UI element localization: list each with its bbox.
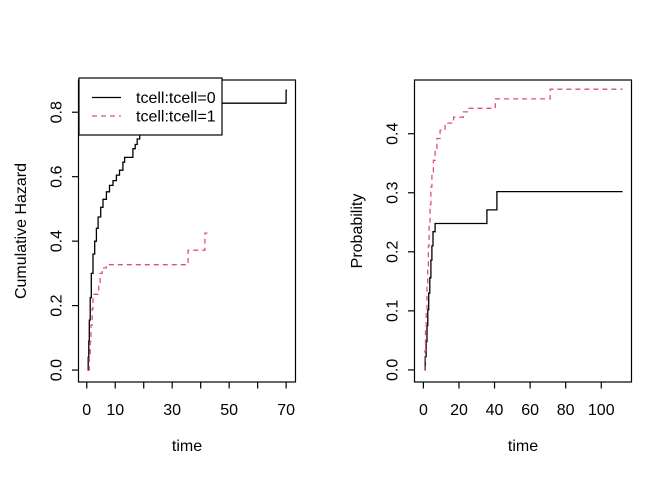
y-tick-label: 0.4	[49, 230, 66, 252]
series-curve-1	[424, 88, 623, 371]
cumulative-hazard-plot: 0 10 30 50 70 0.0 0.2 0.4 0.6 0.8 time Cumulative H…	[13, 77, 297, 455]
x-tick-label: 10	[106, 402, 124, 419]
series-curve-1	[88, 232, 208, 371]
y-tick-label: 0.4	[385, 123, 402, 145]
y-axis-title: Probability	[349, 194, 366, 269]
plot-box	[413, 79, 633, 383]
y-tick-label: 0.8	[49, 101, 66, 123]
legend-label-1: tcell:tcell=1	[136, 109, 216, 126]
x-tick-label: 40	[486, 402, 504, 419]
y-tick-label: 0.3	[385, 182, 402, 204]
legend-box	[78, 77, 223, 136]
x-tick-label: 20	[450, 402, 468, 419]
x-axis-title: time	[508, 438, 538, 455]
x-tick-label: 0	[82, 402, 91, 419]
x-tick-label: 60	[521, 402, 539, 419]
legend-label-0: tcell:tcell=0	[136, 90, 216, 107]
y-tick-label: 0.6	[49, 165, 66, 187]
x-axis-title: time	[172, 438, 202, 455]
y-tick-label: 0.0	[49, 359, 66, 381]
y-tick-label: 0.2	[385, 241, 402, 263]
y-axis-title: Cumulative Hazard	[13, 163, 30, 299]
y-tick-label: 0.1	[385, 300, 402, 322]
x-tick-label: 80	[557, 402, 575, 419]
x-tick-label: 30	[163, 402, 181, 419]
x-tick-label: 70	[277, 402, 295, 419]
y-tick-label: 0.2	[49, 294, 66, 316]
x-tick-label: 50	[220, 402, 238, 419]
series-curve-0	[424, 190, 623, 371]
x-tick-label: 0	[419, 402, 428, 419]
probability-plot: 0 20 40 60 80 100 0.0 0.1 0.2 0.3 0.4 time Probabili…	[349, 79, 633, 455]
y-tick-label: 0.0	[385, 359, 402, 381]
x-tick-label: 100	[588, 402, 615, 419]
